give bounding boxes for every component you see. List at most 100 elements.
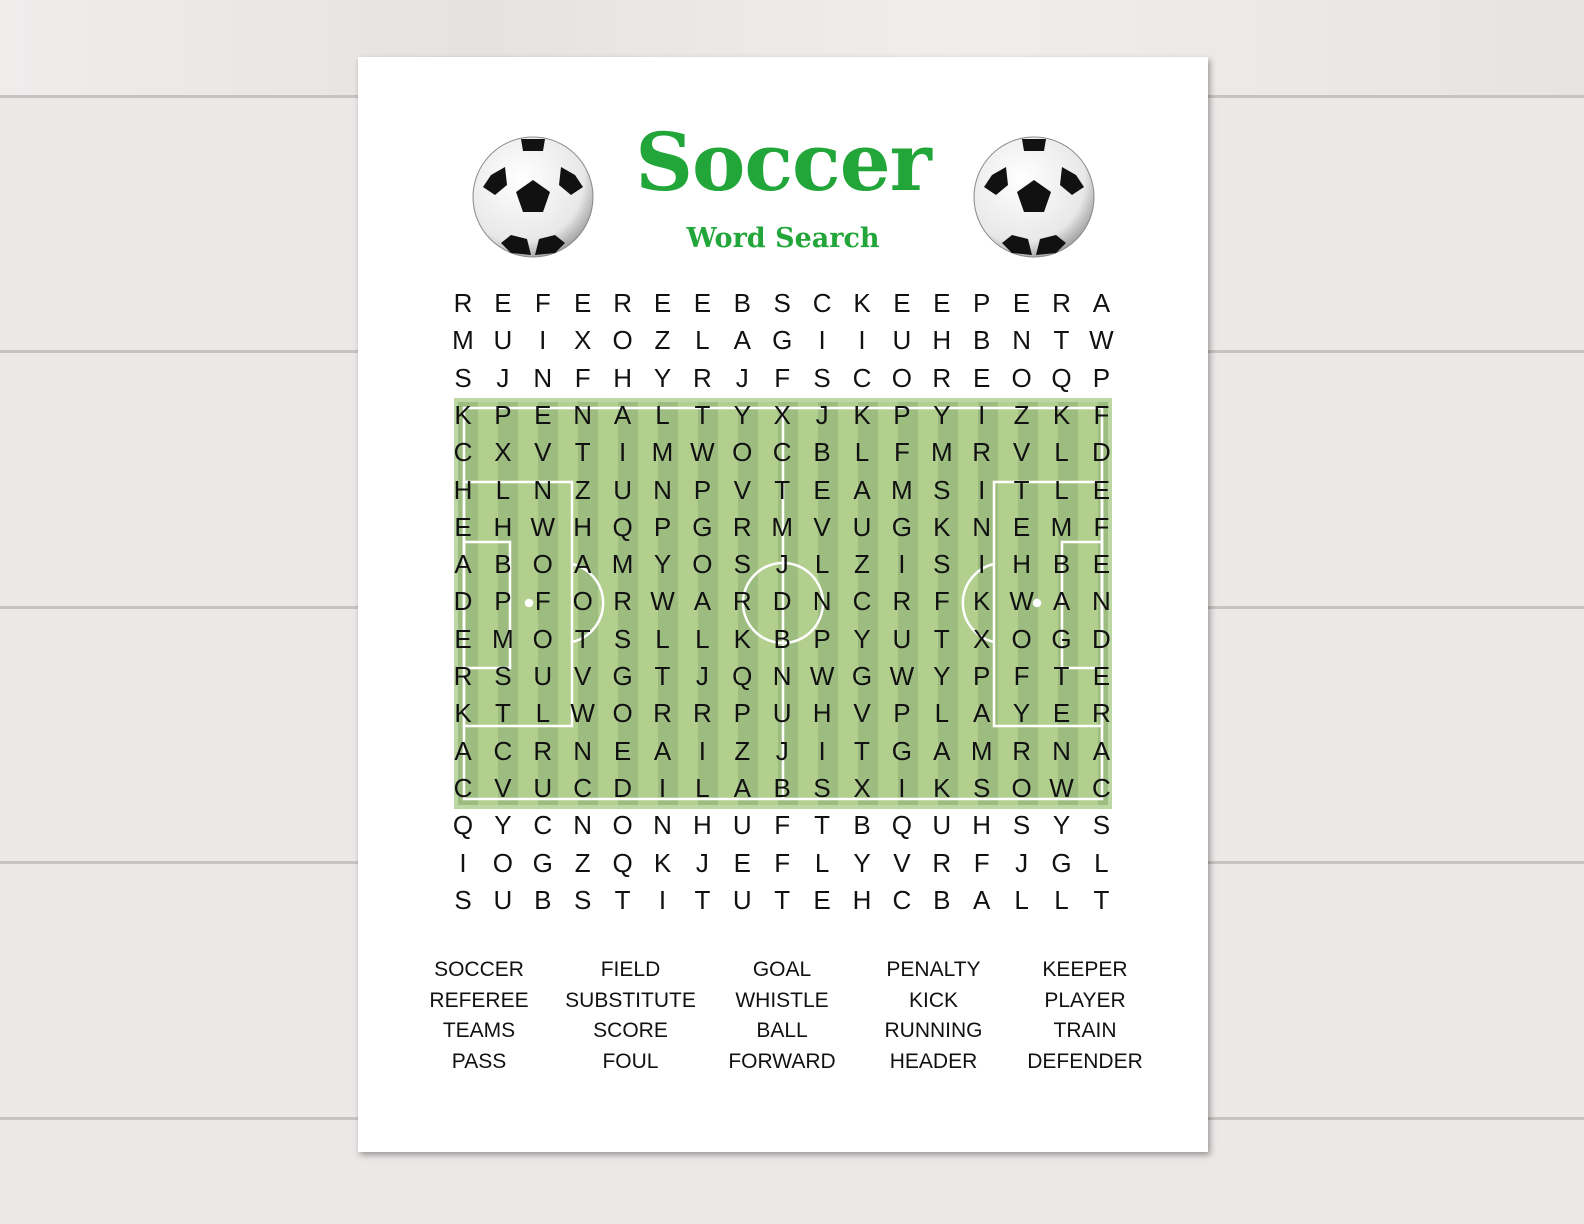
grid-letter[interactable]: P [494, 586, 512, 617]
grid-letter[interactable]: T [1013, 474, 1030, 505]
grid-letter[interactable]: I [858, 325, 866, 356]
grid-letter[interactable]: D [613, 772, 632, 803]
grid-letter[interactable]: O [1011, 772, 1032, 803]
grid-letter[interactable]: W [570, 698, 595, 729]
grid-letter[interactable]: R [932, 847, 952, 878]
grid-letter[interactable]: E [813, 474, 831, 505]
grid-letter[interactable]: N [972, 511, 992, 542]
grid-letter[interactable]: R [1012, 735, 1031, 766]
grid-letter[interactable]: U [533, 772, 553, 803]
grid-letter[interactable]: F [973, 847, 990, 878]
grid-letter[interactable]: O [612, 698, 633, 729]
grid-letter[interactable]: I [978, 474, 986, 505]
grid-letter[interactable]: M [611, 549, 634, 580]
grid-letter[interactable]: K [853, 399, 871, 430]
grid-letter[interactable]: T [774, 474, 791, 505]
grid-letter[interactable]: P [653, 511, 672, 542]
grid-letter[interactable]: A [933, 735, 951, 766]
grid-letter[interactable]: H [932, 325, 952, 356]
grid-letter[interactable]: U [493, 325, 513, 356]
grid-letter[interactable]: P [494, 399, 512, 430]
grid-letter[interactable]: O [1011, 623, 1032, 654]
grid-letter[interactable]: I [898, 549, 906, 580]
grid-letter[interactable]: L [934, 698, 950, 729]
grid-letter[interactable]: G [772, 325, 793, 356]
grid-letter[interactable]: E [933, 288, 951, 318]
grid-letter[interactable]: I [978, 399, 986, 430]
grid-letter[interactable]: A [613, 399, 632, 430]
grid-letter[interactable]: B [813, 437, 831, 468]
grid-letter[interactable]: R [972, 437, 992, 468]
grid-letter[interactable]: W [889, 661, 915, 691]
grid-letter[interactable]: V [1012, 437, 1031, 468]
grid-letter[interactable]: C [812, 288, 832, 318]
grid-letter[interactable]: A [733, 772, 751, 803]
grid-letter[interactable]: F [774, 847, 791, 878]
grid-letter[interactable]: L [1054, 884, 1069, 915]
grid-letter[interactable]: I [898, 772, 906, 803]
grid-letter[interactable]: D [772, 586, 792, 617]
grid-letter[interactable]: U [932, 810, 952, 841]
grid-letter[interactable]: H [613, 362, 632, 393]
grid-letter[interactable]: N [653, 810, 672, 841]
grid-letter[interactable]: A [853, 474, 871, 505]
grid-letter[interactable]: O [732, 437, 753, 468]
grid-letter[interactable]: S [773, 288, 791, 318]
grid-letter[interactable]: V [574, 661, 592, 691]
grid-letter[interactable]: T [1053, 325, 1070, 356]
grid-letter[interactable]: N [653, 474, 672, 505]
grid-letter[interactable]: R [693, 698, 712, 729]
grid-letter[interactable]: O [532, 623, 553, 654]
grid-letter[interactable]: V [813, 511, 831, 542]
grid-letter[interactable]: I [818, 735, 826, 766]
grid-letter[interactable]: W [1049, 772, 1074, 803]
grid-letter[interactable]: H [812, 698, 832, 729]
grid-letter[interactable]: X [574, 325, 592, 356]
grid-letter[interactable]: L [655, 623, 670, 654]
grid-letter[interactable]: E [534, 399, 552, 430]
grid-letter[interactable]: K [454, 399, 472, 430]
grid-letter[interactable]: O [891, 362, 912, 393]
grid-letter[interactable]: T [933, 623, 950, 654]
grid-letter[interactable]: N [573, 735, 593, 766]
grid-letter[interactable]: D [453, 586, 473, 617]
grid-letter[interactable]: U [613, 474, 632, 505]
grid-letter[interactable]: N [772, 661, 792, 691]
grid-letter[interactable]: W [650, 586, 675, 617]
grid-letter[interactable]: T [614, 884, 631, 915]
grid-letter[interactable]: T [694, 399, 711, 430]
grid-letter[interactable]: M [930, 437, 953, 468]
grid-letter[interactable]: F [1093, 511, 1110, 542]
grid-letter[interactable]: H [852, 884, 872, 915]
grid-letter[interactable]: M [651, 437, 674, 468]
grid-letter[interactable]: P [973, 288, 991, 318]
grid-letter[interactable]: L [1054, 437, 1069, 468]
grid-letter[interactable]: J [735, 362, 749, 393]
grid-letter[interactable]: H [1012, 549, 1031, 580]
grid-letter[interactable]: K [853, 288, 871, 318]
grid-letter[interactable]: Y [933, 661, 951, 691]
grid-letter[interactable]: Q [732, 661, 753, 691]
grid-letter[interactable]: H [573, 511, 593, 542]
grid-letter[interactable]: C [892, 884, 912, 915]
grid-letter[interactable]: E [494, 288, 512, 318]
grid-letter[interactable]: S [933, 549, 951, 580]
grid-letter[interactable]: P [813, 623, 831, 654]
grid-letter[interactable]: E [893, 288, 911, 318]
grid-letter[interactable]: L [495, 474, 511, 505]
grid-letter[interactable]: U [852, 511, 872, 542]
grid-letter[interactable]: M [1050, 511, 1073, 542]
grid-letter[interactable]: I [539, 325, 547, 356]
grid-letter[interactable]: Y [933, 399, 951, 430]
grid-letter[interactable]: K [1052, 399, 1071, 430]
grid-letter[interactable]: M [771, 511, 794, 542]
grid-letter[interactable]: W [1089, 325, 1114, 356]
grid-letter[interactable]: T [574, 623, 591, 654]
grid-letter[interactable]: C [1092, 772, 1111, 803]
grid-letter[interactable]: T [1093, 884, 1110, 915]
grid-letter[interactable]: T [774, 884, 791, 915]
grid-letter[interactable]: G [891, 735, 912, 766]
grid-letter[interactable]: S [494, 661, 512, 691]
grid-letter[interactable]: U [892, 325, 912, 356]
grid-letter[interactable]: J [695, 847, 709, 878]
